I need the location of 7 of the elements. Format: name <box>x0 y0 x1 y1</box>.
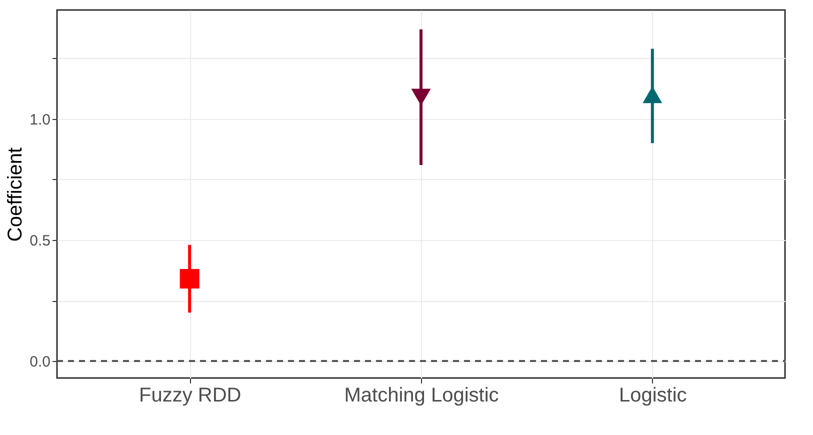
y-tick-label: 0.5 <box>30 232 50 250</box>
x-tick-label: Matching Logistic <box>344 384 499 406</box>
y-tick-label: 1.0 <box>30 111 50 128</box>
y-tick-label: 0.0 <box>30 354 50 371</box>
x-tick-label: Logistic <box>619 384 687 406</box>
y-axis-title: Coefficient <box>4 146 27 242</box>
x-tick-label: Fuzzy RDD <box>138 384 242 406</box>
